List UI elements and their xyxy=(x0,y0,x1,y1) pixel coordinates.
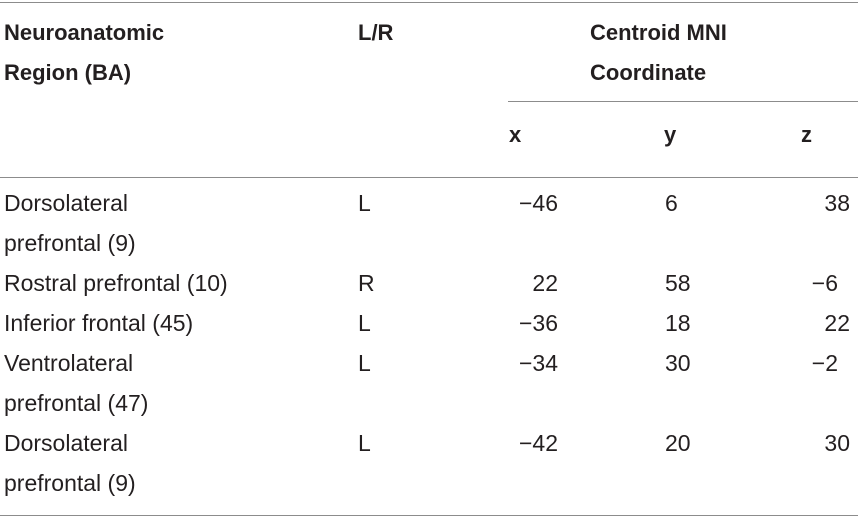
region-cell: Dorsolateral xyxy=(4,190,128,216)
side-cell: L xyxy=(358,430,371,456)
z-cell: 30 xyxy=(824,430,850,456)
z-cell: 38 xyxy=(824,190,850,216)
x-cell: −46 xyxy=(518,190,558,216)
bottom-rule xyxy=(0,515,858,516)
header-region-line2: Region (BA) xyxy=(4,60,132,85)
centroid-subrule xyxy=(508,101,858,102)
header-side: L/R xyxy=(358,20,394,45)
side-cell: L xyxy=(358,310,371,336)
header-centroid-line2: Coordinate xyxy=(590,60,707,85)
header-y: y xyxy=(664,122,677,147)
y-cell: 30 xyxy=(665,350,691,376)
side-cell: L xyxy=(358,350,371,376)
x-cell: −36 xyxy=(518,310,558,336)
header-region-line1: Neuroanatomic xyxy=(4,20,165,45)
y-cell: 58 xyxy=(665,270,691,296)
z-cell: 22 xyxy=(824,310,850,336)
x-cell: 22 xyxy=(532,270,558,296)
region-cell: Ventrolateral xyxy=(4,350,134,376)
y-cell: 18 xyxy=(665,310,691,336)
region-cell-cont: prefrontal (9) xyxy=(4,230,136,256)
header-x: x xyxy=(509,122,522,147)
region-cell: Rostral prefrontal (10) xyxy=(4,270,228,296)
header-centroid-line1: Centroid MNI xyxy=(590,20,727,45)
y-cell: 20 xyxy=(665,430,691,456)
region-cell-cont: prefrontal (47) xyxy=(4,390,149,416)
z-cell: −2 xyxy=(811,350,838,376)
x-cell: −42 xyxy=(518,430,558,456)
top-rule xyxy=(0,2,858,3)
side-cell: R xyxy=(358,270,375,296)
region-cell-cont: prefrontal (9) xyxy=(4,470,136,496)
y-cell: 6 xyxy=(665,190,678,216)
header-z: z xyxy=(801,122,812,147)
region-cell: Dorsolateral xyxy=(4,430,128,456)
header-bottom-rule xyxy=(0,177,858,178)
region-cell: Inferior frontal (45) xyxy=(4,310,194,336)
side-cell: L xyxy=(358,190,371,216)
x-cell: −34 xyxy=(518,350,558,376)
z-cell: −6 xyxy=(811,270,838,296)
